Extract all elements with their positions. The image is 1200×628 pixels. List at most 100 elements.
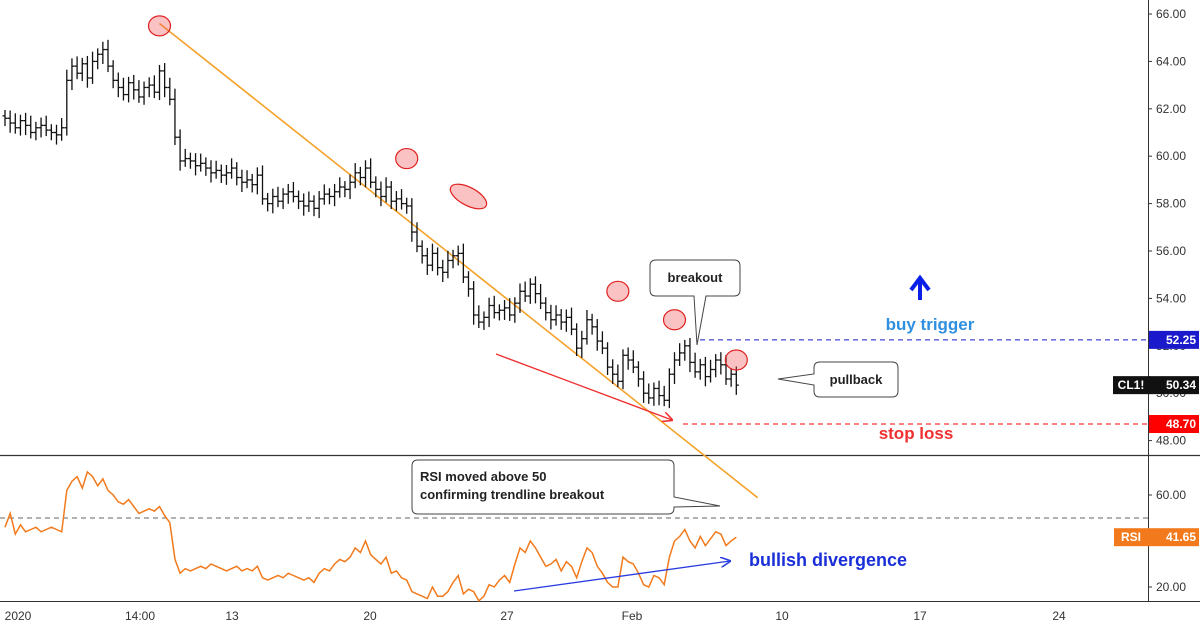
price-bar [43, 115, 49, 137]
price-bar [74, 56, 80, 80]
price-bar [466, 271, 471, 297]
price-bar [218, 164, 224, 183]
price-bar [115, 72, 121, 98]
price-bar [708, 359, 714, 383]
price-bar [702, 356, 708, 387]
price-tick-label: 48.00 [1156, 434, 1186, 448]
price-bar [661, 385, 667, 407]
price-bar [666, 368, 672, 409]
price-bar [630, 350, 636, 374]
price-bar [306, 191, 312, 212]
price-bar [656, 380, 662, 406]
price-bar [502, 300, 508, 320]
price-bar [409, 198, 415, 242]
price-bar [177, 129, 183, 171]
price-bar [620, 349, 626, 390]
last-price-label: 50.34 [1166, 378, 1196, 392]
price-bar [270, 188, 276, 214]
price-bar [496, 304, 502, 321]
price-bar [357, 166, 363, 186]
price-bar [460, 243, 466, 283]
price-bar [733, 366, 739, 395]
price-bar [213, 160, 219, 179]
price-bar [471, 281, 477, 325]
price-bar [90, 51, 96, 84]
price-bar [95, 48, 101, 70]
price-bar [234, 162, 240, 186]
price-tick-label: 62.00 [1156, 102, 1186, 116]
buy-trigger-label: buy trigger [886, 315, 975, 334]
price-bar [677, 343, 683, 366]
price-bar [141, 81, 147, 105]
price-bar [563, 309, 569, 332]
price-bar [507, 298, 513, 321]
price-bar [131, 74, 137, 100]
price-bar [538, 283, 544, 310]
price-bar [249, 173, 255, 193]
pullback-label: pullback [830, 372, 884, 387]
rsi-note-line1: RSI moved above 50 [420, 469, 546, 484]
price-bar [182, 148, 188, 167]
price-bar [429, 243, 435, 272]
rsi-divergence-arrow [513, 561, 730, 592]
trendline-touch [606, 280, 630, 302]
price-bar [404, 197, 410, 214]
price-bar [203, 157, 209, 176]
price-bar [28, 115, 34, 139]
price-bar [445, 250, 451, 279]
buy-trigger-price-tag: 52.25 [1149, 330, 1199, 349]
price-bar [569, 307, 574, 336]
price-bar [527, 278, 533, 304]
time-tick-label: 14:00 [125, 609, 155, 623]
rsi-note-line2: confirming trendline breakout [420, 487, 605, 502]
svg-text:52.25: 52.25 [1166, 333, 1196, 347]
price-bar [54, 124, 59, 145]
price-bar [59, 118, 65, 141]
price-bar [79, 57, 85, 82]
price-bar [635, 361, 641, 387]
price-bar [522, 281, 528, 302]
price-bar [316, 191, 322, 219]
price-bar [162, 63, 168, 98]
price-bar [280, 188, 286, 210]
price-bar [435, 247, 441, 276]
rsi-note-callout: RSI moved above 50 confirming trendline … [411, 459, 721, 515]
trendline-touch [147, 15, 172, 37]
price-bar [2, 109, 8, 127]
breakout-callout: breakout [649, 259, 741, 346]
price-bar [69, 58, 75, 91]
price-bar [368, 158, 374, 189]
price-bar [625, 347, 631, 370]
time-axis: 2020 14:00 13 20 27 Feb 10 17 24 [5, 609, 1066, 623]
price-bar [532, 276, 538, 304]
price-bar [728, 368, 734, 387]
price-bar [120, 77, 126, 101]
price-bar [126, 76, 132, 103]
price-bar [337, 177, 343, 198]
price-tick-label: 56.00 [1156, 244, 1186, 258]
price-bar [548, 304, 554, 330]
stop-loss-label: stop loss [879, 424, 954, 443]
price-bar [167, 77, 173, 106]
price-bar [424, 247, 430, 275]
price-bar [265, 192, 271, 212]
price-bar [363, 160, 368, 188]
price-bar [579, 330, 585, 358]
price-bar [476, 305, 482, 329]
trendline-touch [662, 309, 687, 331]
price-tick-label: 54.00 [1156, 291, 1186, 305]
price-bar [687, 337, 693, 373]
price-bar [399, 189, 405, 210]
price-bar [512, 297, 518, 323]
price-bar [254, 167, 260, 195]
price-bar [193, 153, 199, 176]
pullback-callout: pullback [777, 361, 899, 398]
price-bar [172, 88, 178, 146]
price-bar [682, 339, 688, 361]
trendline-touch [449, 183, 488, 210]
price-bar [589, 313, 595, 335]
price-bar [347, 174, 353, 200]
price-bar [105, 39, 111, 73]
price-series [2, 39, 739, 409]
